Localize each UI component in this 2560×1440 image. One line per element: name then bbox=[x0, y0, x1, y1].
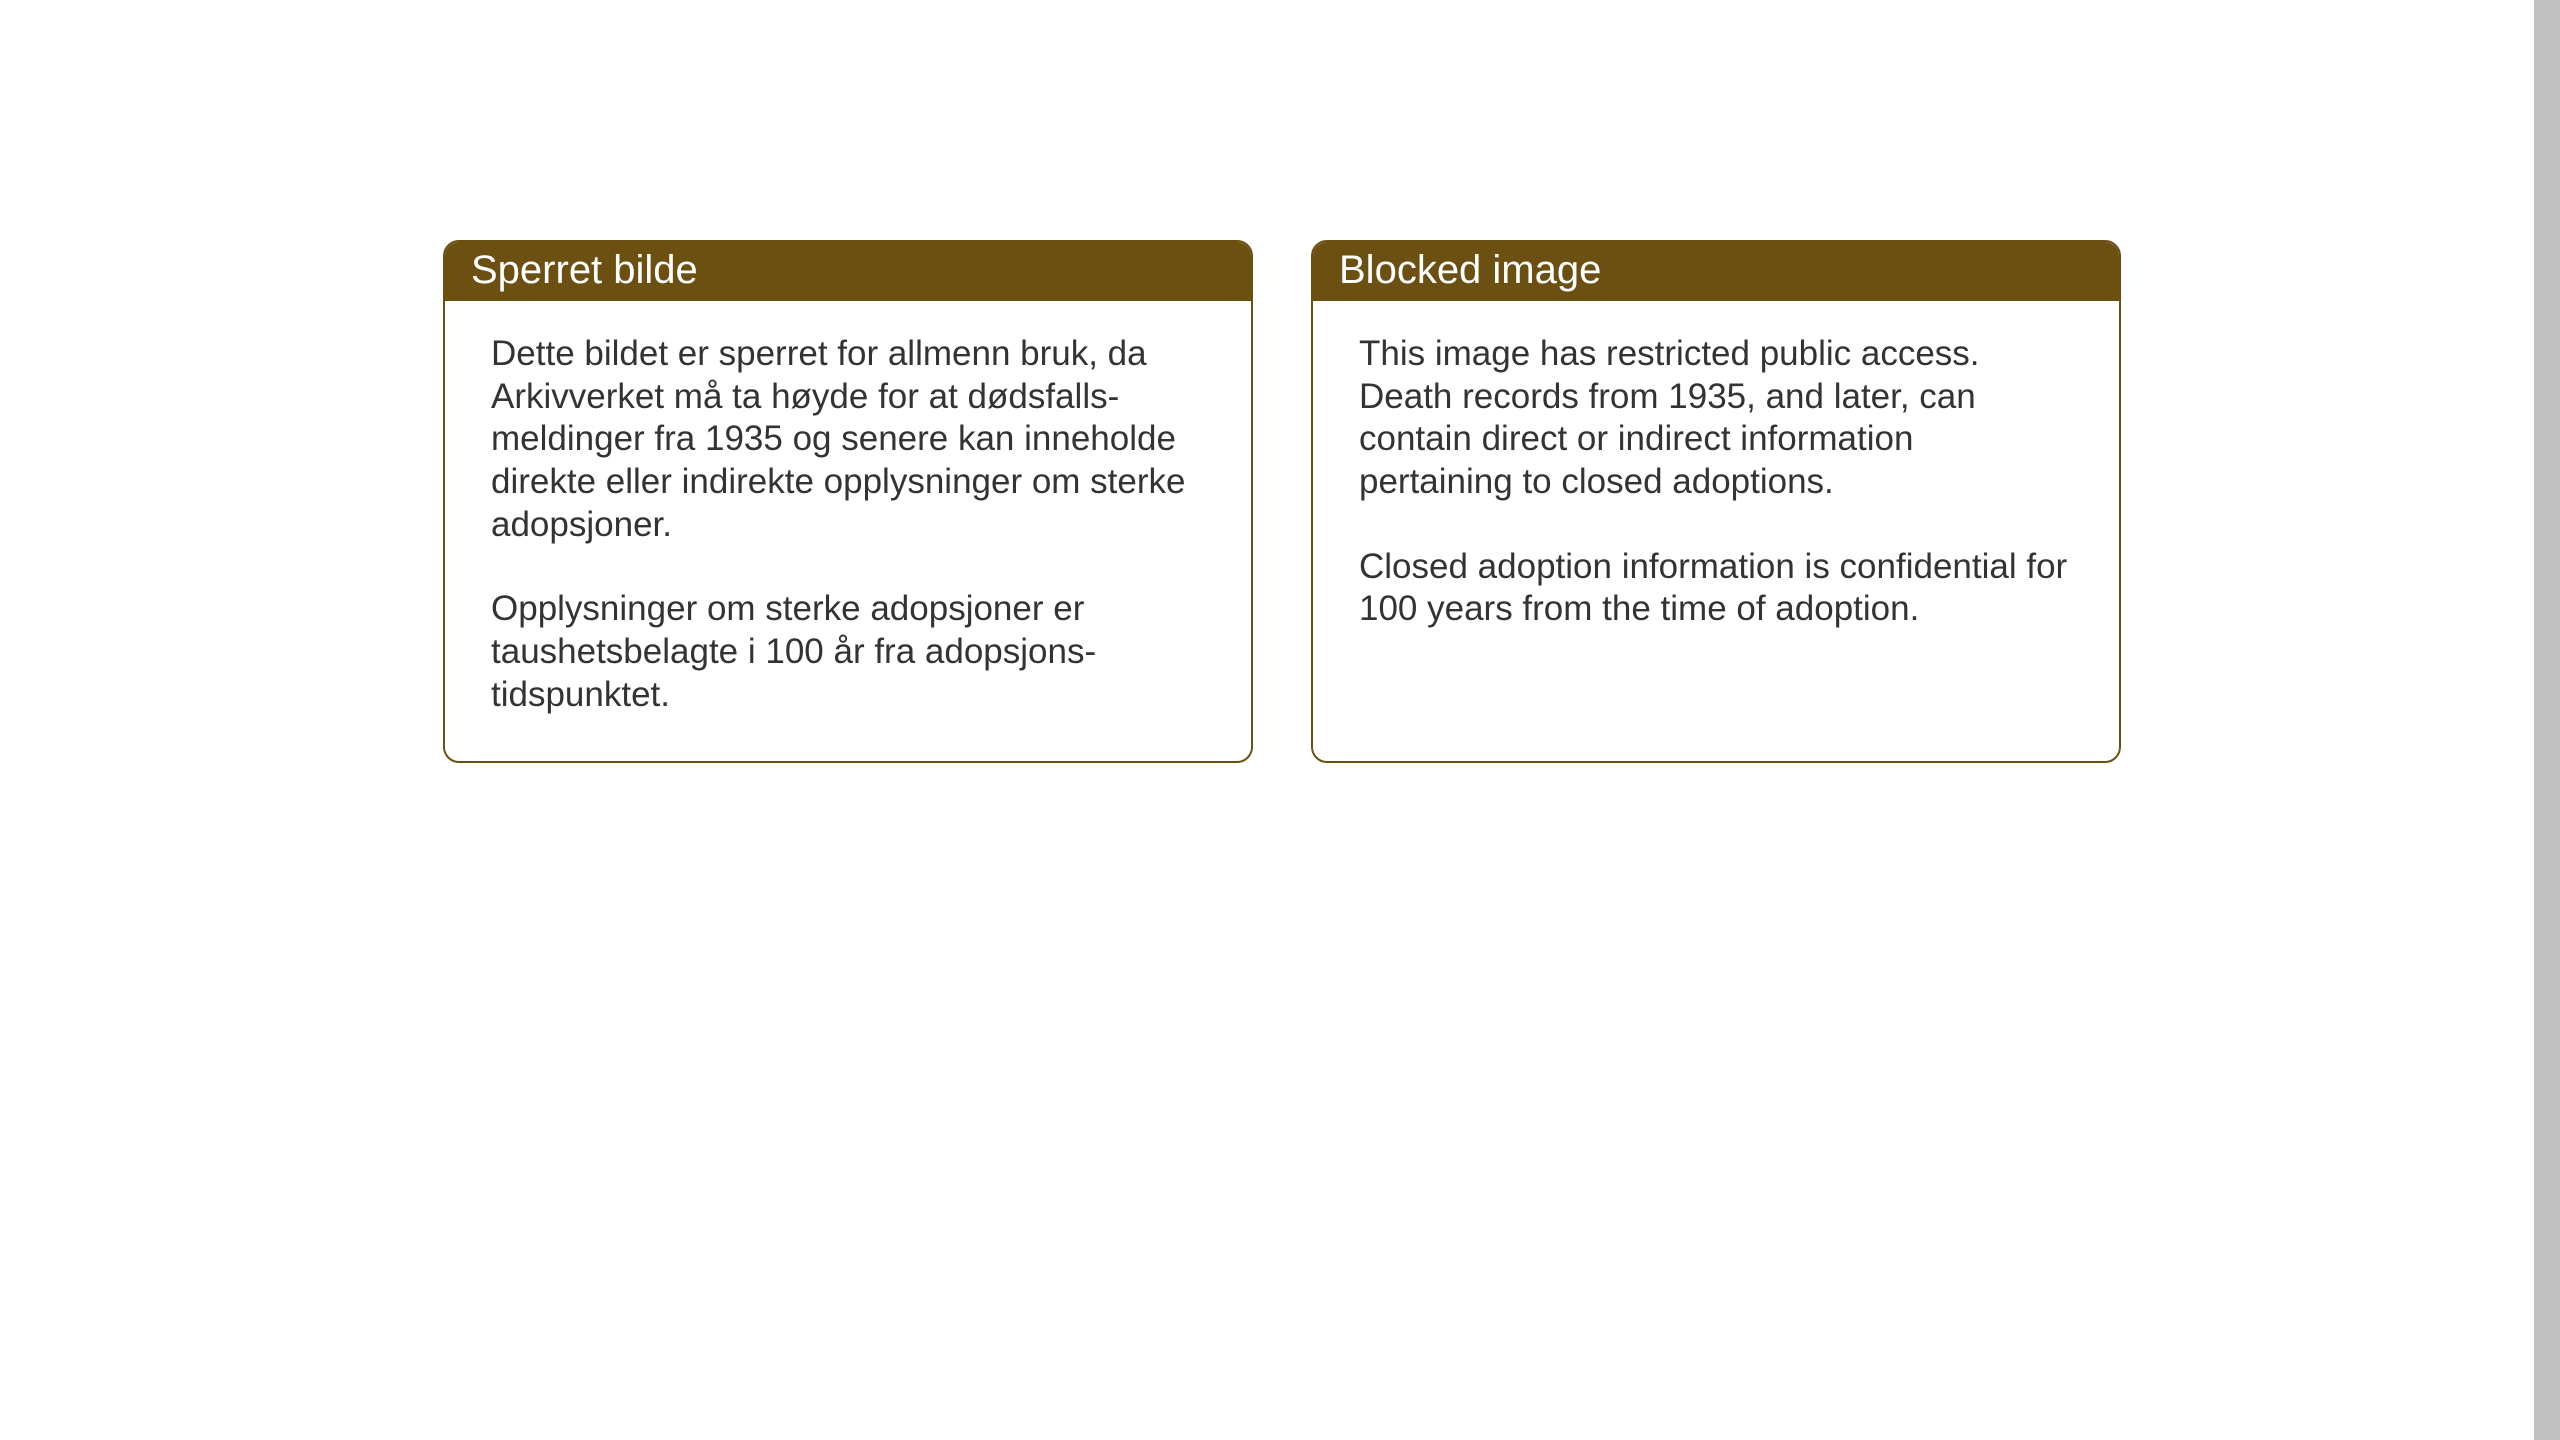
card-title-norwegian: Sperret bilde bbox=[471, 248, 698, 292]
card-body-english: This image has restricted public access.… bbox=[1313, 301, 2119, 675]
scrollbar-track[interactable] bbox=[2534, 0, 2560, 1440]
notice-card-english: Blocked image This image has restricted … bbox=[1311, 240, 2121, 763]
scrollbar-thumb[interactable] bbox=[2534, 0, 2560, 1440]
notice-container: Sperret bilde Dette bildet er sperret fo… bbox=[443, 240, 2121, 763]
card-paragraph-1-english: This image has restricted public access.… bbox=[1359, 333, 2073, 504]
card-body-norwegian: Dette bildet er sperret for allmenn bruk… bbox=[445, 301, 1251, 761]
notice-card-norwegian: Sperret bilde Dette bildet er sperret fo… bbox=[443, 240, 1253, 763]
card-paragraph-1-norwegian: Dette bildet er sperret for allmenn bruk… bbox=[491, 333, 1205, 546]
card-title-english: Blocked image bbox=[1339, 248, 1601, 292]
card-header-english: Blocked image bbox=[1313, 242, 2119, 301]
card-paragraph-2-norwegian: Opplysninger om sterke adopsjoner er tau… bbox=[491, 588, 1205, 716]
card-paragraph-2-english: Closed adoption information is confident… bbox=[1359, 546, 2073, 631]
card-header-norwegian: Sperret bilde bbox=[445, 242, 1251, 301]
